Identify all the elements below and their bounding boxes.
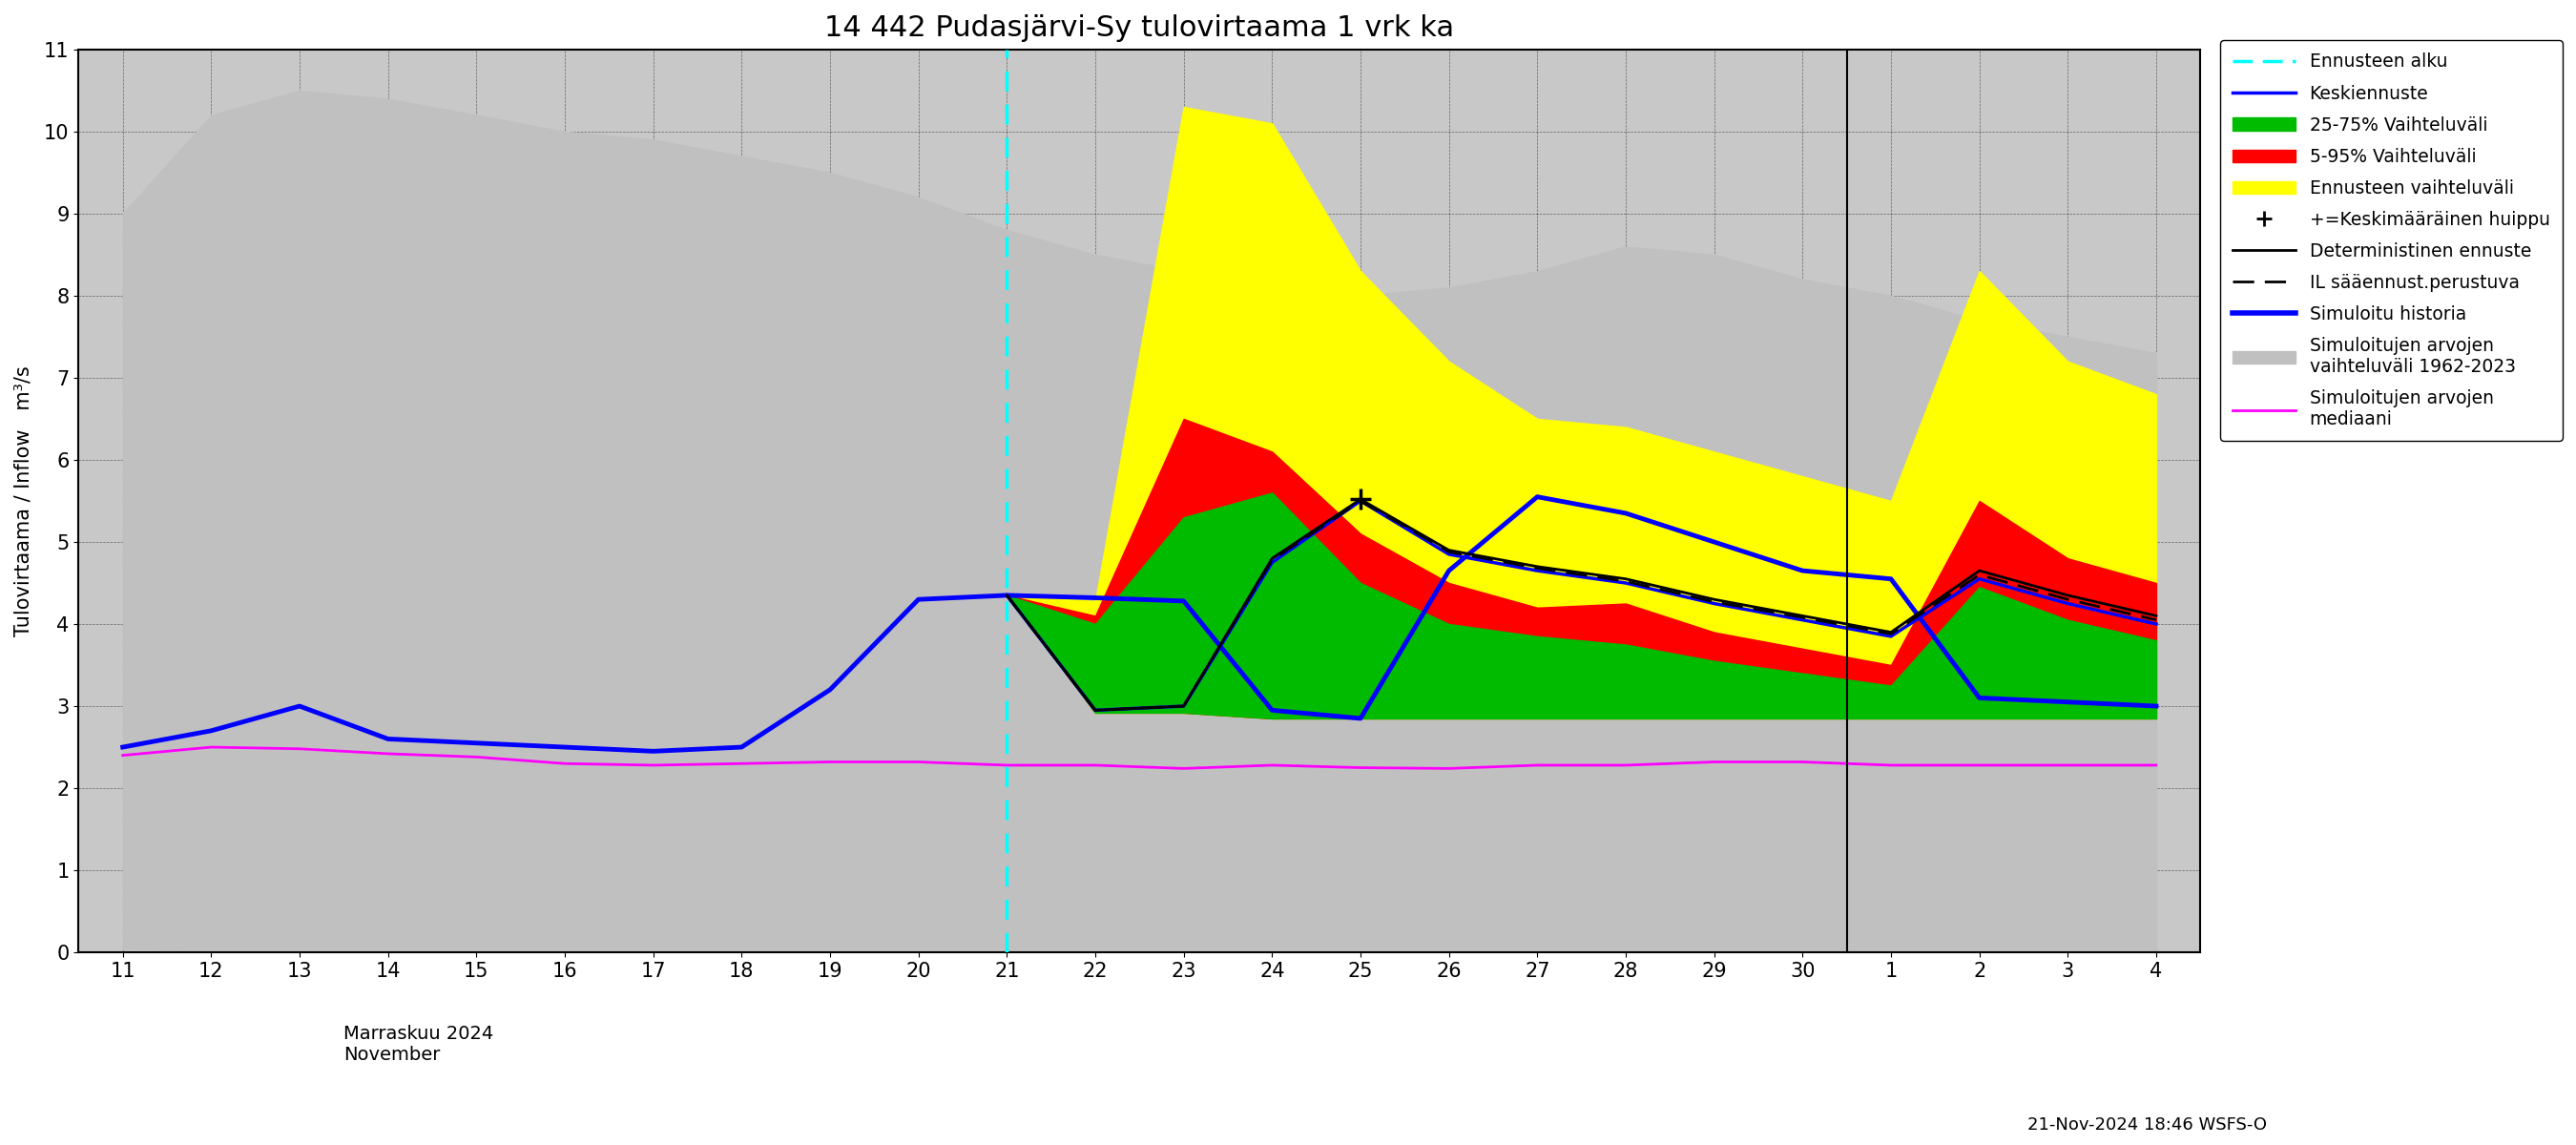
Title: 14 442 Pudasjärvi-Sy tulovirtaama 1 vrk ka: 14 442 Pudasjärvi-Sy tulovirtaama 1 vrk … — [824, 14, 1455, 42]
Text: 21-Nov-2024 18:46 WSFS-O: 21-Nov-2024 18:46 WSFS-O — [2027, 1116, 2267, 1134]
Legend: Ennusteen alku, Keskiennuste, 25-75% Vaihteluväli, 5-95% Vaihteluväli, Ennusteen: Ennusteen alku, Keskiennuste, 25-75% Vai… — [2221, 40, 2563, 441]
Text: Marraskuu 2024
November: Marraskuu 2024 November — [343, 1025, 495, 1064]
Y-axis label: Tulovirtaama / Inflow   m³/s: Tulovirtaama / Inflow m³/s — [15, 365, 33, 637]
